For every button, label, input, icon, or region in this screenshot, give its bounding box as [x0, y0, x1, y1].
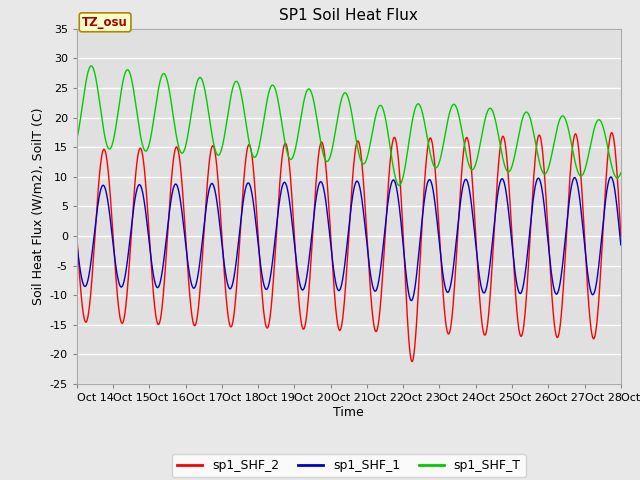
- sp1_SHF_1: [502, 186, 509, 192]
- sp1_SHF_2: [616, 224, 624, 230]
- sp1_SHF_1: [408, 298, 415, 303]
- sp1_SHF_T: [617, 170, 625, 176]
- sp1_SHF_T: [396, 182, 403, 188]
- sp1_SHF_T: [87, 63, 95, 69]
- Line: sp1_SHF_T: sp1_SHF_T: [77, 66, 621, 185]
- sp1_SHF_2: [617, 233, 625, 239]
- sp1_SHF_1: [328, 256, 336, 262]
- sp1_SHF_1: [73, 240, 81, 246]
- sp1_SHF_1: [471, 231, 479, 237]
- sp1_SHF_2: [471, 216, 479, 221]
- sp1_SHF_1: [616, 237, 624, 242]
- sp1_SHF_T: [616, 171, 624, 177]
- sp1_SHF_2: [171, 149, 179, 155]
- Title: SP1 Soil Heat Flux: SP1 Soil Heat Flux: [280, 9, 418, 24]
- sp1_SHF_2: [441, 309, 449, 315]
- sp1_SHF_2: [328, 261, 336, 266]
- sp1_SHF_T: [329, 144, 337, 150]
- sp1_SHF_2: [608, 130, 616, 135]
- sp1_SHF_T: [73, 136, 81, 142]
- sp1_SHF_T: [471, 164, 479, 169]
- Line: sp1_SHF_2: sp1_SHF_2: [77, 132, 621, 361]
- X-axis label: Time: Time: [333, 406, 364, 419]
- sp1_SHF_2: [502, 144, 509, 149]
- sp1_SHF_1: [607, 174, 614, 180]
- sp1_SHF_1: [171, 182, 179, 188]
- sp1_SHF_T: [502, 166, 509, 171]
- Legend: sp1_SHF_2, sp1_SHF_1, sp1_SHF_T: sp1_SHF_2, sp1_SHF_1, sp1_SHF_T: [172, 454, 525, 477]
- sp1_SHF_1: [617, 242, 625, 248]
- sp1_SHF_T: [441, 134, 449, 140]
- sp1_SHF_1: [441, 282, 449, 288]
- Line: sp1_SHF_1: sp1_SHF_1: [77, 177, 621, 300]
- sp1_SHF_2: [73, 233, 81, 239]
- Y-axis label: Soil Heat Flux (W/m2), SoilT (C): Soil Heat Flux (W/m2), SoilT (C): [31, 108, 44, 305]
- sp1_SHF_T: [171, 122, 179, 128]
- sp1_SHF_2: [408, 359, 416, 364]
- Text: TZ_osu: TZ_osu: [82, 16, 128, 29]
